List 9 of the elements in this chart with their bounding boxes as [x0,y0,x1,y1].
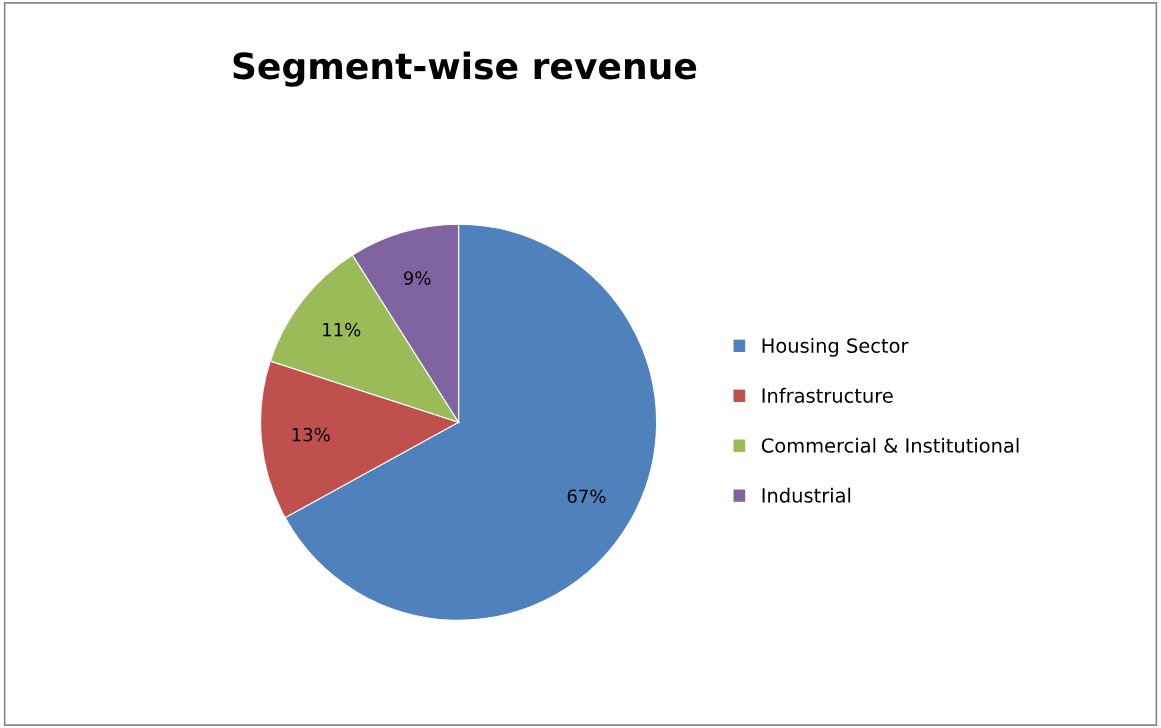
legend-label: Infrastructure [762,387,893,403]
data-label: 11% [323,322,361,337]
data-label: 13% [292,427,330,442]
legend-label: Housing Sector [762,337,909,357]
legend-label: Commercial & Institutional [761,437,1019,453]
chart-title: Segment-wise revenue [233,51,697,87]
data-label: 67% [567,489,606,504]
data-label: 9% [403,271,431,285]
legend-label: Industrial [762,487,851,503]
